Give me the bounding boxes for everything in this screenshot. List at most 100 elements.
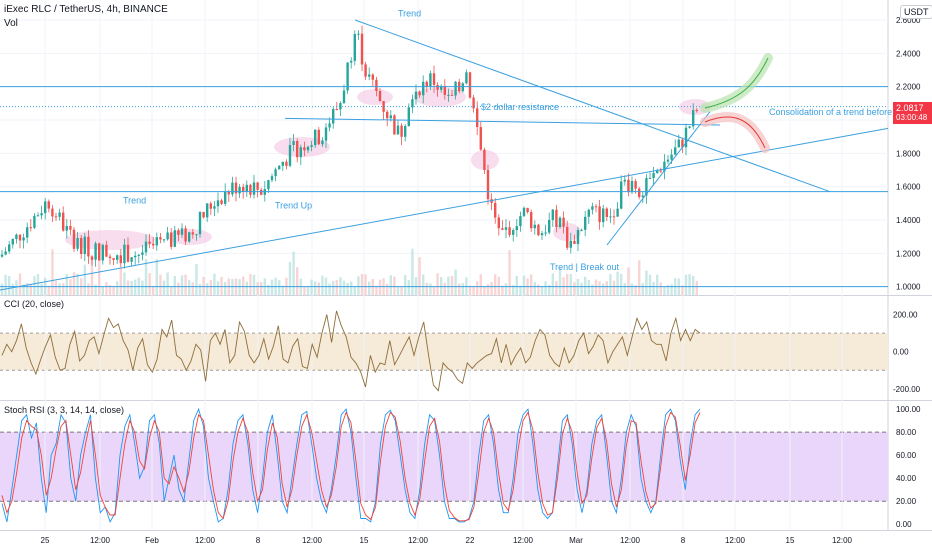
price-axis (888, 0, 932, 550)
time-tick-label: 12:00 (725, 536, 746, 545)
volume-bar (202, 276, 205, 295)
candle-body (29, 227, 32, 229)
volume-bar (224, 282, 227, 295)
volume-bar (191, 282, 194, 295)
trendline (354, 19, 831, 193)
volume-bar (148, 273, 151, 295)
candle-body (76, 238, 79, 249)
volume-bar (634, 285, 637, 295)
volume-bar (166, 272, 169, 295)
volume-bar (407, 280, 410, 295)
bullish-projection (700, 53, 773, 113)
volume-bar (400, 286, 403, 295)
volume-bar (425, 282, 428, 295)
candle-body (418, 91, 421, 96)
volume-bar (303, 286, 306, 295)
candle-body (26, 227, 29, 238)
volume-bar (627, 267, 630, 295)
candle-body (386, 111, 389, 119)
candle-body (641, 195, 644, 198)
volume-bar (245, 281, 248, 295)
volume-bar (76, 273, 79, 295)
candle-body (645, 178, 648, 196)
candle-body (22, 237, 25, 241)
volume-bar (530, 274, 533, 295)
candle-body (569, 240, 572, 248)
candle-body (303, 147, 306, 151)
volume-bar (623, 283, 626, 295)
candle-body (310, 145, 313, 147)
candle-body (101, 244, 104, 261)
volume-bar (116, 281, 119, 295)
volume-bar (515, 275, 518, 295)
candle-body (191, 232, 194, 235)
volume-bar (198, 283, 202, 295)
candle-body (594, 206, 598, 208)
candle-body (414, 91, 418, 100)
volume-bar (278, 280, 281, 295)
candle-body (562, 217, 565, 227)
candle-body (540, 233, 544, 236)
candle-body (551, 209, 554, 220)
volume-bar (378, 279, 382, 295)
cci-tick-label: 200.00 (893, 311, 918, 320)
volume-bar (458, 283, 461, 295)
volume-bar (317, 282, 320, 295)
candle-body (98, 243, 101, 261)
candle-body (220, 200, 223, 204)
stoch-tick-label: 80.00 (896, 428, 917, 437)
volume-bar (684, 274, 688, 295)
candle-body (317, 129, 320, 145)
candle-body (15, 234, 18, 240)
volume-bar (18, 273, 22, 295)
volume-bar (335, 280, 338, 295)
time-tick-label: 15 (360, 536, 369, 545)
volume-bar (152, 285, 155, 295)
volume-bar (342, 280, 346, 295)
candle-body (231, 182, 234, 195)
volume-bar (155, 259, 158, 295)
volume-indicator-label[interactable]: Vol (4, 18, 18, 29)
candle-body (342, 90, 346, 104)
time-tick-label: 12:00 (832, 536, 853, 545)
volume-bar (479, 274, 482, 295)
volume-bar (346, 283, 349, 295)
candle-body (501, 228, 504, 230)
volume-bar (638, 260, 641, 295)
candle-body (584, 216, 587, 230)
volume-bar (90, 257, 94, 295)
time-tick-label: 22 (466, 536, 475, 545)
candle-body (159, 237, 162, 240)
candle-body (90, 256, 94, 260)
candle-body (288, 145, 292, 166)
candle-body (494, 202, 497, 218)
cci-indicator-label[interactable]: CCI (20, close) (4, 299, 65, 309)
candle-body (598, 206, 601, 223)
volume-bar (472, 285, 475, 295)
volume-bar (105, 282, 108, 295)
candle-body (324, 127, 328, 141)
stoch-rsi-indicator-label[interactable]: Stoch RSI (3, 3, 14, 14, close) (4, 405, 125, 415)
candle-body (616, 208, 619, 217)
volume-bar (422, 274, 425, 295)
candle-body (479, 127, 482, 150)
candle-body (630, 181, 634, 193)
volume-bar (4, 274, 7, 295)
volume-bar (490, 282, 493, 295)
volume-bar (159, 274, 162, 295)
trendline (0, 127, 889, 291)
volume-bar (11, 283, 14, 295)
candle-body (573, 240, 576, 244)
candle-body (260, 189, 263, 195)
volume-bar (101, 286, 104, 295)
volume-bar (33, 276, 36, 295)
candle-body (371, 74, 374, 80)
candle-body (512, 230, 515, 235)
volume-bar (594, 279, 598, 295)
candle-body (350, 60, 353, 63)
currency-button[interactable]: USDT (900, 5, 932, 19)
candle-body (648, 178, 652, 180)
chart-annotation: Trend | Break out (550, 262, 620, 272)
